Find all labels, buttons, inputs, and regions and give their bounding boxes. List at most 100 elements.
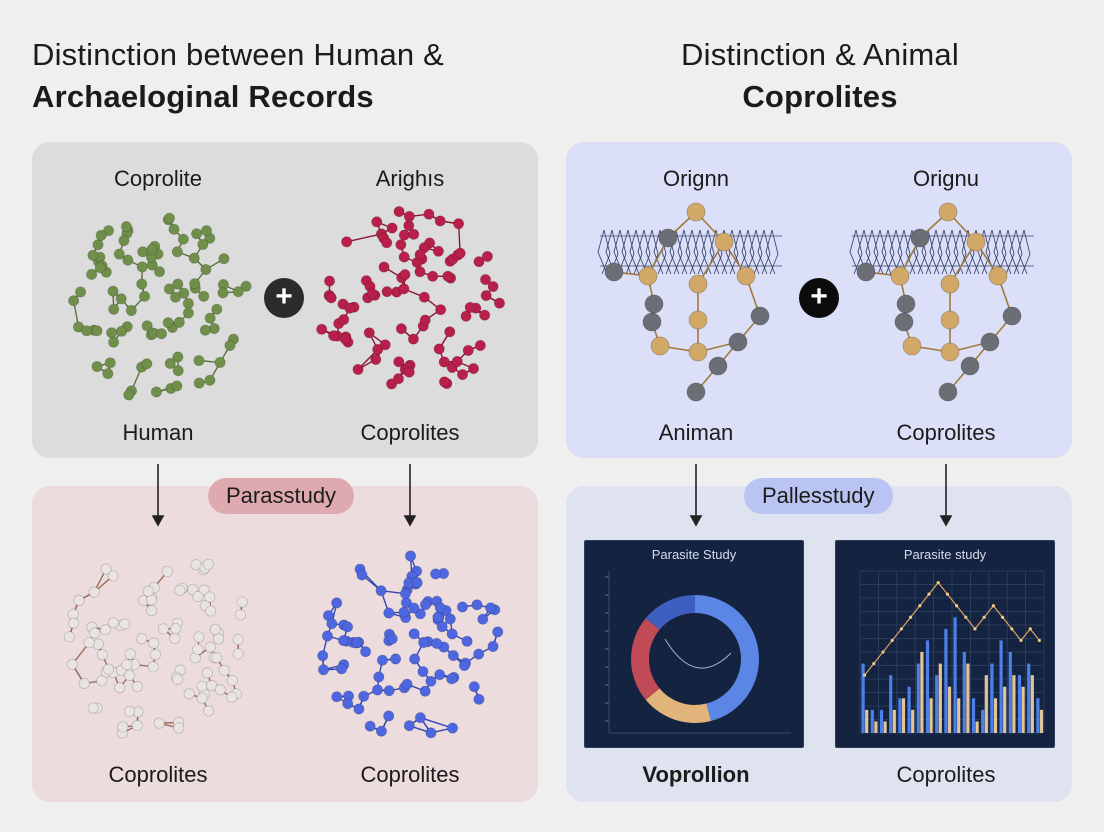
bar-s0-6 [916, 663, 920, 733]
atom [487, 640, 499, 652]
atom [381, 237, 393, 249]
atom [395, 323, 407, 335]
atom [174, 584, 186, 596]
atom [896, 294, 916, 314]
atom [204, 312, 216, 324]
atom [902, 336, 922, 356]
trend-point-3 [890, 638, 894, 643]
atom [208, 322, 220, 335]
atom [411, 577, 423, 589]
atom [444, 326, 456, 338]
trend-point-17 [1019, 638, 1023, 643]
atom [173, 722, 185, 734]
atom [432, 245, 445, 257]
atom [113, 248, 125, 260]
atom [91, 360, 103, 373]
atom [155, 328, 168, 340]
atom [321, 630, 334, 642]
atom [145, 605, 158, 617]
atom [193, 354, 205, 367]
atom [371, 216, 383, 228]
atom [714, 232, 734, 252]
atom [89, 627, 101, 639]
atom [658, 228, 678, 248]
bar-s0-9 [944, 628, 948, 733]
atom [408, 602, 420, 614]
label-coprolite: Coprolite [113, 166, 203, 191]
atom [240, 280, 252, 292]
atom [398, 606, 410, 618]
down-arrow-icon [151, 464, 165, 527]
bar-s1-14 [993, 698, 998, 733]
atom [172, 365, 184, 377]
panel-parasite-study-left [32, 486, 538, 802]
atom [386, 222, 398, 234]
atom [192, 590, 204, 603]
bar-s0-8 [935, 675, 939, 733]
atom [331, 597, 343, 609]
bar-s1-15 [1003, 686, 1007, 733]
atom [341, 621, 354, 633]
title-left: Distinction between Human & Archaelogina… [32, 34, 552, 118]
atom [644, 294, 664, 314]
grid [859, 570, 1045, 734]
plus-icon-right: + [799, 278, 839, 318]
atom [890, 266, 910, 286]
bar-s0-5 [907, 686, 911, 733]
atom [414, 712, 427, 724]
atom [193, 631, 205, 643]
atom [479, 309, 491, 321]
atom [938, 382, 958, 402]
atom [118, 618, 131, 630]
atom [204, 591, 216, 603]
atom [383, 685, 395, 697]
bar-s1-7 [929, 698, 933, 733]
atom [966, 232, 986, 252]
atom [120, 221, 133, 233]
atom [438, 356, 450, 368]
crimson-molecule-icon [316, 205, 506, 390]
atom [436, 621, 448, 633]
donut-slice-3 [645, 595, 695, 630]
atom [136, 278, 148, 290]
bar-s1-12 [975, 721, 979, 733]
atom [473, 256, 485, 268]
atom [372, 343, 384, 356]
label-voprollion: Voprollion [642, 762, 750, 787]
donut-chart [605, 571, 791, 734]
atom [162, 317, 174, 329]
bar-s1-8 [938, 663, 942, 733]
atom [138, 290, 151, 302]
atom [728, 332, 748, 352]
atom [390, 653, 402, 665]
trend-point-7 [927, 592, 931, 596]
atom [107, 336, 120, 348]
mesh-band [849, 229, 1034, 275]
bar-s0-18 [1027, 663, 1031, 733]
atom [204, 374, 216, 386]
atom [102, 368, 114, 380]
atom [471, 599, 483, 611]
trend-point-11 [964, 615, 968, 619]
trend-point-0 [863, 673, 867, 677]
atom [201, 667, 213, 679]
atom [398, 229, 410, 241]
trend-point-2 [881, 650, 885, 654]
label-coprolites-tr: Coprolites [896, 420, 996, 445]
bar-s1-17 [1021, 686, 1025, 733]
bar-s1-19 [1039, 709, 1044, 733]
atom [375, 725, 388, 737]
atom [96, 675, 108, 687]
title-left-line2: Archaeloginal Records [32, 79, 374, 114]
atom [147, 661, 159, 673]
down-arrow-icon [689, 464, 703, 527]
atom [359, 646, 372, 658]
atom [401, 678, 413, 690]
atom [404, 550, 417, 562]
atom [425, 675, 437, 687]
atom [316, 323, 328, 335]
atom [197, 238, 209, 250]
atom [170, 622, 182, 635]
atom [481, 250, 493, 263]
down-arrow-icon [939, 464, 953, 527]
